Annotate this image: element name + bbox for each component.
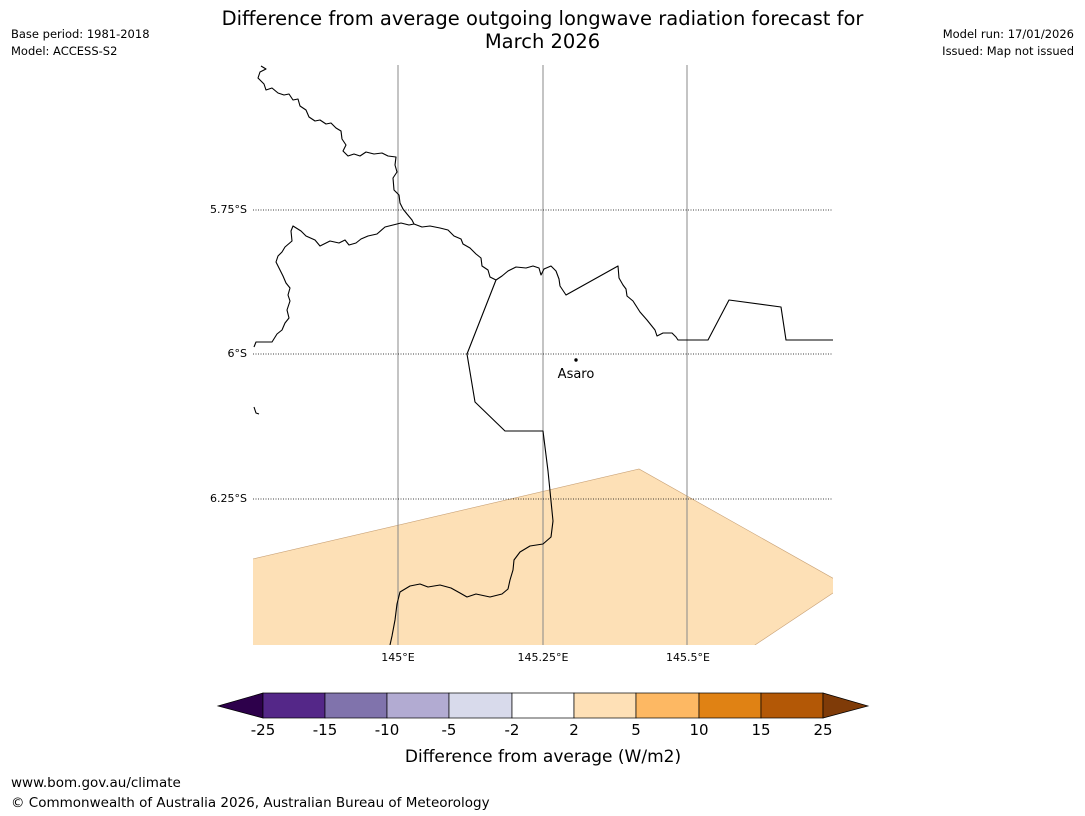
model-text: Model: ACCESS-S2	[11, 44, 118, 58]
colorbar-tick: 15	[751, 721, 770, 739]
province-boundaries	[253, 65, 833, 645]
colorbar-segment-7	[635, 692, 700, 719]
colorbar-extend-high	[822, 692, 870, 719]
colorbar-extend-low	[216, 692, 264, 719]
boundary-west-fragment	[253, 406, 260, 415]
colorbar-segment-9	[760, 692, 824, 719]
colorbar	[216, 692, 870, 719]
colorbar-label: Difference from average (W/m2)	[405, 747, 681, 767]
colorbar-tick: -2	[505, 721, 520, 739]
colorbar-tick: 10	[689, 721, 708, 739]
boundary-east	[413, 223, 833, 341]
colorbar-segment-3	[386, 692, 450, 719]
colorbar-tick: -25	[251, 721, 276, 739]
issued-text: Issued: Map not issued	[942, 44, 1074, 58]
colorbar-segment-8	[698, 692, 762, 719]
lon-label-145-25e: 145.25°E	[518, 651, 569, 664]
boundary-north	[253, 65, 415, 348]
colorbar-ticks: -25 -15 -10 -5 -2 2 5 10 15 25	[251, 721, 833, 739]
map-title: Difference from average outgoing longwav…	[180, 7, 905, 53]
asaro-label: Asaro	[558, 367, 595, 382]
lat-label-6s: 6°S	[228, 347, 247, 360]
colorbar-segment-4	[448, 692, 513, 719]
colorbar-segment-2	[324, 692, 388, 719]
colorbar-tick: 5	[631, 721, 641, 739]
map-title-line1: Difference from average outgoing longwav…	[221, 7, 864, 30]
lon-label-145e: 145°E	[381, 651, 414, 664]
asaro-marker	[574, 358, 578, 362]
footer-url[interactable]: www.bom.gov.au/climate	[11, 775, 181, 791]
boundary-south	[389, 279, 554, 645]
colorbar-tick: 25	[813, 721, 832, 739]
metadata-left: Base period: 1981-2018 Model: ACCESS-S2	[11, 26, 150, 60]
colorbar-segment-6	[573, 692, 637, 719]
metadata-right: Model run: 17/01/2026 Issued: Map not is…	[942, 26, 1074, 60]
colorbar-segment-1	[262, 692, 326, 719]
lat-label-5-75s: 5.75°S	[210, 203, 247, 216]
colorbar-tick: 2	[569, 721, 579, 739]
lat-label-6-25s: 6.25°S	[210, 492, 247, 505]
model-run-text: Model run: 17/01/2026	[942, 27, 1074, 41]
colorbar-tick: -15	[313, 721, 338, 739]
colorbar-tick: -10	[375, 721, 400, 739]
base-period-text: Base period: 1981-2018	[11, 27, 150, 41]
colorbar-tick: -5	[442, 721, 457, 739]
footer-copyright: © Commonwealth of Australia 2026, Austra…	[11, 795, 490, 811]
colorbar-segment-5	[511, 692, 575, 719]
map-area	[253, 65, 833, 645]
lon-label-145-5e: 145.5°E	[666, 651, 710, 664]
map-title-line2: March 2026	[484, 30, 601, 53]
